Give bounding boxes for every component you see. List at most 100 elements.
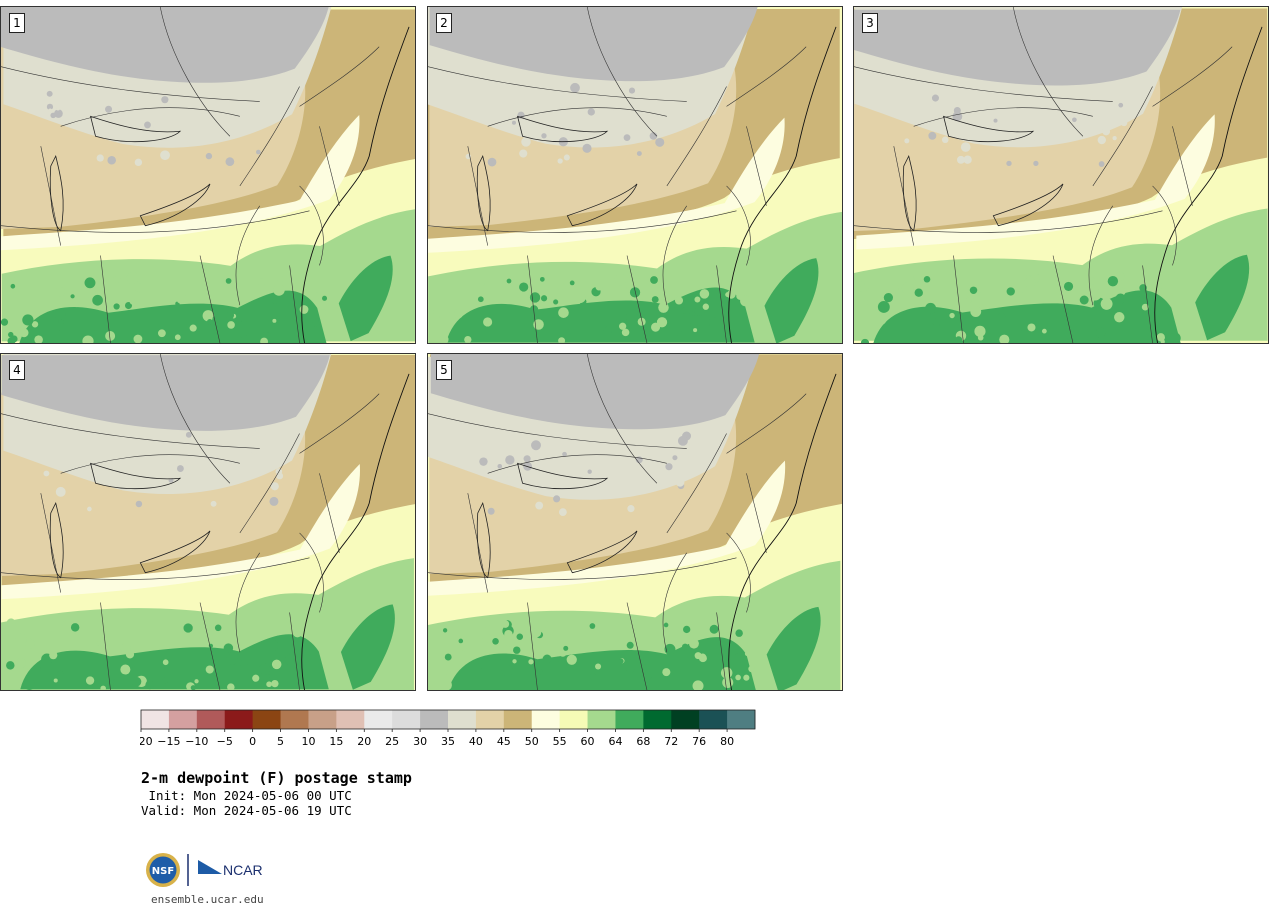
dewpoint-region: [430, 354, 760, 430]
dewpoint-speckle: [603, 326, 612, 335]
panel-number: 5: [436, 360, 452, 380]
dewpoint-speckle: [523, 455, 531, 463]
dewpoint-speckle: [689, 638, 699, 649]
dewpoint-speckle: [683, 625, 691, 634]
colorbar-tick-label: 0: [249, 735, 256, 748]
site-url: ensemble.ucar.edu: [151, 893, 264, 906]
dewpoint-speckle: [680, 307, 688, 314]
dewpoint-speckle: [720, 667, 733, 679]
coastline: [1154, 26, 1263, 343]
dewpoint-speckle: [1063, 281, 1074, 291]
dewpoint-speckle: [566, 654, 577, 665]
dewpoint-speckle: [675, 477, 685, 487]
dewpoint-speckle: [629, 287, 641, 298]
boundary-line: [100, 602, 111, 690]
dewpoint-speckle: [542, 654, 552, 664]
dewpoint-speckle: [124, 302, 133, 310]
dewpoint-speckle: [677, 331, 687, 341]
dewpoint-speckle: [625, 312, 634, 321]
dewpoint-speckle: [162, 677, 169, 684]
dewpoint-speckle: [322, 295, 328, 301]
boundary-line: [239, 433, 300, 534]
dewpoint-speckle: [997, 312, 1006, 321]
dewpoint-speckle: [977, 334, 984, 341]
dewpoint-speckle: [250, 444, 260, 455]
dewpoint-region: [448, 637, 756, 690]
colorbar-tick-label: −5: [217, 735, 233, 748]
dewpoint-speckle: [258, 432, 266, 441]
dewpoint-speckle: [619, 322, 627, 330]
dewpoint-speckle: [241, 316, 247, 323]
dewpoint-speckle: [925, 302, 937, 314]
valid-time: Valid: Mon 2024-05-06 19 UTC: [141, 803, 352, 818]
dewpoint-region: [1, 355, 330, 431]
dewpoint-speckle: [558, 307, 569, 318]
dewpoint-speckle: [107, 156, 116, 165]
dewpoint-speckle: [8, 653, 14, 659]
dewpoint-speckle: [93, 282, 103, 293]
dewpoint-speckle: [628, 87, 636, 94]
dewpoint-speckle: [1102, 127, 1111, 136]
boundary-line: [239, 86, 300, 187]
dewpoint-speckle: [966, 297, 972, 304]
dewpoint-speckle: [161, 96, 169, 104]
dewpoint-speckle: [636, 151, 642, 157]
dewpoint-speckle: [501, 620, 510, 628]
dewpoint-speckle: [559, 649, 567, 657]
dewpoint-speckle: [1120, 119, 1128, 127]
colorbar-swatch: [364, 710, 393, 729]
boundary-line: [428, 557, 737, 580]
colorbar-tick-label: 30: [413, 735, 427, 748]
dewpoint-speckle: [614, 639, 620, 646]
dewpoint-speckle: [494, 654, 501, 661]
dewpoint-speckle: [1039, 137, 1047, 145]
dewpoint-speckle: [556, 281, 565, 290]
dewpoint-speckle: [7, 337, 16, 343]
panel-number: 3: [862, 13, 878, 33]
lake-outline: [517, 462, 609, 490]
dewpoint-speckle: [743, 674, 750, 681]
colorbar-swatch: [420, 710, 449, 729]
dewpoint-speckle: [529, 305, 539, 314]
dewpoint-speckle: [268, 640, 279, 651]
colorbar-swatch: [699, 710, 728, 729]
dewpoint-speckle: [202, 310, 214, 322]
coastline: [301, 26, 410, 343]
dewpoint-speckle: [15, 657, 26, 669]
dewpoint-speckle: [113, 303, 120, 310]
boundary-line: [726, 532, 751, 613]
dewpoint-speckle: [1150, 280, 1162, 292]
boundary-line: [1172, 126, 1193, 206]
dewpoint-region: [338, 255, 393, 342]
lake-outline: [90, 115, 182, 143]
dewpoint-speckle: [477, 296, 484, 303]
dewpoint-speckle: [46, 90, 53, 97]
colorbar-tick-label: 35: [441, 735, 455, 748]
dewpoint-speckle: [157, 329, 166, 338]
boundary-line: [1152, 185, 1177, 266]
dewpoint-speckle: [86, 99, 91, 104]
dewpoint-speckle: [55, 287, 66, 297]
dewpoint-speckle: [901, 282, 914, 295]
dewpoint-speckle: [444, 653, 452, 661]
dewpoint-speckle: [260, 337, 269, 343]
boundary-line: [235, 552, 260, 653]
nsf-logo-text: NSF: [152, 866, 174, 877]
dewpoint-region: [766, 606, 821, 690]
boundary-line: [159, 7, 231, 137]
dewpoint-speckle: [284, 654, 296, 666]
dewpoint-speckle: [81, 453, 91, 463]
dewpoint-speckle: [48, 108, 53, 113]
ncar-logo-text: NCAR: [223, 862, 263, 878]
dewpoint-speckle: [539, 276, 545, 282]
dewpoint-speckle: [312, 319, 320, 327]
boundary-line: [1, 210, 310, 233]
dewpoint-speckle: [684, 312, 691, 319]
dewpoint-speckle: [46, 103, 54, 110]
dewpoint-speckle: [1, 318, 9, 326]
dewpoint-speckle: [239, 659, 248, 668]
dewpoint-speckle: [693, 328, 698, 333]
dewpoint-speckle: [502, 124, 508, 130]
boundary-line: [1, 557, 310, 580]
dewpoint-speckle: [479, 281, 485, 287]
